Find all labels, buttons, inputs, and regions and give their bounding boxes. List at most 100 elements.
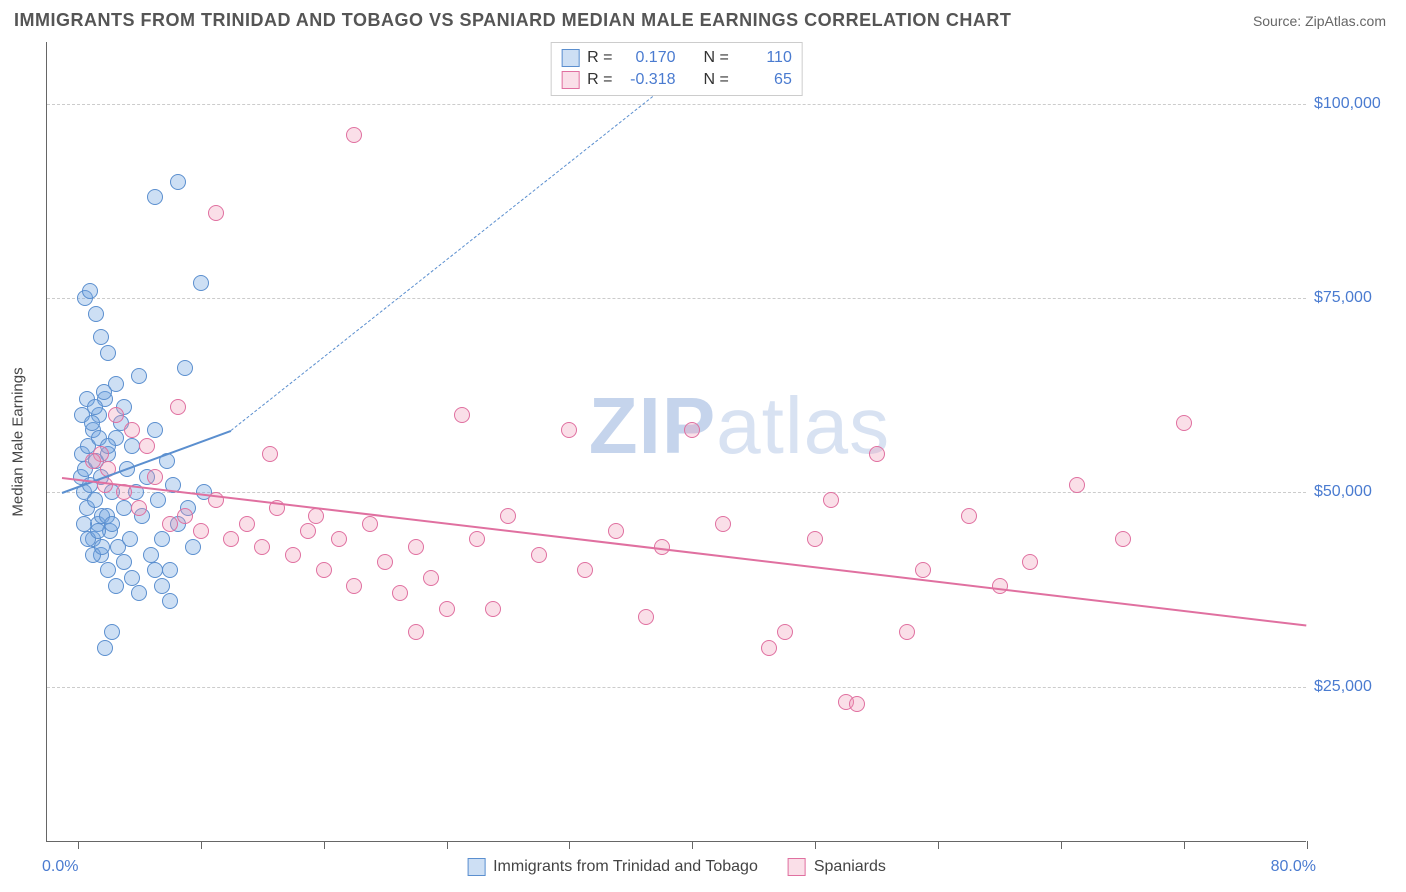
x-tick — [692, 841, 693, 849]
data-point — [377, 554, 393, 570]
data-point — [124, 570, 140, 586]
data-point — [300, 523, 316, 539]
data-point — [346, 578, 362, 594]
data-point — [392, 585, 408, 601]
data-point — [869, 446, 885, 462]
x-tick — [1061, 841, 1062, 849]
data-point — [254, 539, 270, 555]
data-point — [131, 500, 147, 516]
data-point — [1069, 477, 1085, 493]
data-point — [849, 696, 865, 712]
source-label: Source: ZipAtlas.com — [1253, 13, 1386, 29]
data-point — [88, 306, 104, 322]
data-point — [154, 578, 170, 594]
trend-line-extrapolation — [231, 65, 693, 431]
data-point — [1176, 415, 1192, 431]
data-point — [170, 174, 186, 190]
data-point — [87, 492, 103, 508]
data-point — [208, 205, 224, 221]
plot-region: ZIPatlas R = 0.170 N = 110 R = -0.318 N … — [46, 42, 1306, 842]
legend-item-spaniards: Spaniards — [788, 858, 886, 876]
swatch-spaniards — [561, 71, 579, 89]
data-point — [84, 415, 100, 431]
y-tick-label: $100,000 — [1314, 95, 1381, 113]
data-point — [469, 531, 485, 547]
trend-line — [62, 477, 1307, 627]
data-point — [162, 562, 178, 578]
x-min-label: 0.0% — [42, 858, 78, 876]
swatch-trinidad-icon — [467, 858, 485, 876]
data-point — [162, 593, 178, 609]
data-point — [93, 329, 109, 345]
data-point — [239, 516, 255, 532]
data-point — [899, 624, 915, 640]
data-point — [331, 531, 347, 547]
data-point — [82, 283, 98, 299]
data-point — [408, 539, 424, 555]
data-point — [116, 500, 132, 516]
x-max-label: 80.0% — [1271, 858, 1316, 876]
legend-row-trinidad: R = 0.170 N = 110 — [561, 47, 792, 69]
data-point — [485, 601, 501, 617]
data-point — [104, 516, 120, 532]
data-point — [285, 547, 301, 563]
data-point — [1115, 531, 1131, 547]
data-point — [96, 384, 112, 400]
data-point — [638, 609, 654, 625]
data-point — [684, 422, 700, 438]
x-tick — [1307, 841, 1308, 849]
data-point — [423, 570, 439, 586]
data-point — [162, 516, 178, 532]
legend-item-trinidad: Immigrants from Trinidad and Tobago — [467, 858, 758, 876]
data-point — [177, 508, 193, 524]
data-point — [87, 399, 103, 415]
y-tick-label: $75,000 — [1314, 289, 1372, 307]
watermark: ZIPatlas — [589, 380, 890, 472]
data-point — [143, 547, 159, 563]
data-point — [104, 624, 120, 640]
data-point — [139, 438, 155, 454]
data-point — [362, 516, 378, 532]
data-point — [608, 523, 624, 539]
data-point — [777, 624, 793, 640]
data-point — [147, 562, 163, 578]
data-point — [308, 508, 324, 524]
data-point — [992, 578, 1008, 594]
swatch-trinidad — [561, 49, 579, 67]
data-point — [124, 438, 140, 454]
y-axis-label: Median Male Earnings — [10, 367, 27, 516]
data-point — [147, 189, 163, 205]
x-tick — [78, 841, 79, 849]
x-tick — [815, 841, 816, 849]
data-point — [124, 422, 140, 438]
legend-row-spaniards: R = -0.318 N = 65 — [561, 69, 792, 91]
data-point — [97, 640, 113, 656]
data-point — [150, 492, 166, 508]
x-tick — [201, 841, 202, 849]
data-point — [807, 531, 823, 547]
x-tick — [1184, 841, 1185, 849]
data-point — [147, 422, 163, 438]
data-point — [131, 368, 147, 384]
data-point — [915, 562, 931, 578]
data-point — [100, 345, 116, 361]
data-point — [131, 585, 147, 601]
data-point — [1022, 554, 1038, 570]
data-point — [85, 453, 101, 469]
x-tick — [447, 841, 448, 849]
data-point — [193, 275, 209, 291]
gridline — [47, 298, 1306, 299]
data-point — [961, 508, 977, 524]
data-point — [154, 531, 170, 547]
data-point — [577, 562, 593, 578]
data-point — [122, 531, 138, 547]
data-point — [715, 516, 731, 532]
y-tick-label: $50,000 — [1314, 483, 1372, 501]
data-point — [346, 127, 362, 143]
data-point — [94, 539, 110, 555]
data-point — [761, 640, 777, 656]
data-point — [147, 469, 163, 485]
data-point — [170, 399, 186, 415]
swatch-spaniards-icon — [788, 858, 806, 876]
data-point — [185, 539, 201, 555]
